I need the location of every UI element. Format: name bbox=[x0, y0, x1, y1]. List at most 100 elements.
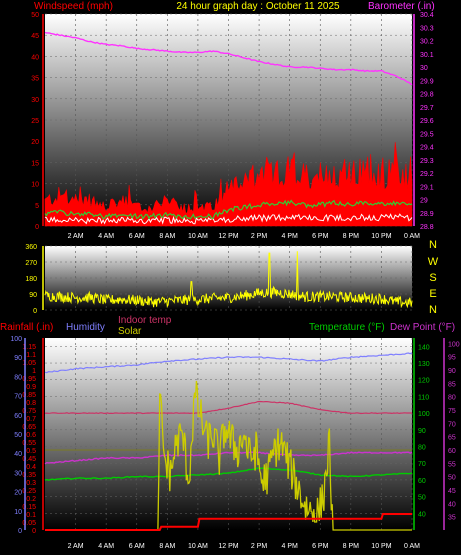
dew-y-tick-label: 80 bbox=[448, 395, 456, 402]
rain-y-tick-label: 0.85 bbox=[22, 392, 36, 399]
compass-w: W bbox=[428, 256, 439, 268]
temp-y-tick-label: 140 bbox=[418, 344, 430, 351]
temp-x-tick-label: 0 AM bbox=[404, 543, 420, 550]
wind-x-tick-label: 12 PM bbox=[218, 233, 238, 240]
rain-y-tick-label: 0.6 bbox=[26, 432, 36, 439]
humidity-y-tick-label: 50 bbox=[14, 432, 22, 439]
dew-y-tick-label: 40 bbox=[448, 501, 456, 508]
rain-y-tick-label: 0.7 bbox=[26, 416, 36, 423]
dew-y-tick-label: 75 bbox=[448, 408, 456, 415]
wind-x-tick-label: 10 PM bbox=[371, 233, 391, 240]
compass-e: E bbox=[429, 288, 436, 300]
dir-y-tick-label: 270 bbox=[25, 260, 37, 267]
baro-y-tick-label: 29.5 bbox=[420, 131, 434, 138]
rainfall-line bbox=[45, 513, 412, 531]
temp-y-tick-label: 50 bbox=[418, 495, 426, 502]
legend-humidity: Humidity bbox=[66, 322, 105, 333]
wind-direction-line bbox=[44, 251, 413, 309]
temp-y-tick-label: 70 bbox=[418, 461, 426, 468]
humidity-y-tick-label: 100 bbox=[10, 336, 22, 343]
dew-y-tick-label: 95 bbox=[448, 355, 456, 362]
wind-low-line bbox=[44, 213, 413, 225]
baro-y-tick-label: 29.7 bbox=[420, 105, 434, 112]
dew-y-tick-label: 45 bbox=[448, 488, 456, 495]
dew-y-tick-label: 60 bbox=[448, 448, 456, 455]
barometer-line bbox=[44, 31, 413, 86]
wind-y-tick-label: 0 bbox=[35, 224, 39, 231]
humidity-y-tick-label: 90 bbox=[14, 355, 22, 362]
wind-average-line bbox=[44, 199, 413, 220]
indoor-temp-line bbox=[44, 400, 412, 415]
dew-y-tick-label: 70 bbox=[448, 421, 456, 428]
rain-y-tick-label: 0.4 bbox=[26, 464, 36, 471]
wind-y-tick-label: 35 bbox=[31, 76, 39, 83]
baro-y-tick-label: 30.3 bbox=[420, 25, 434, 32]
temp-x-tick-label: 8 AM bbox=[159, 543, 175, 550]
baro-y-tick-label: 29.9 bbox=[420, 78, 434, 85]
wind-x-tick-label: 6 PM bbox=[312, 233, 329, 240]
dew-y-tick-label: 55 bbox=[448, 461, 456, 468]
humidity-y-tick-label: 10 bbox=[14, 509, 22, 516]
rain-y-tick-label: 0.75 bbox=[22, 408, 36, 415]
wind-x-tick-label: 8 PM bbox=[343, 233, 360, 240]
temp-x-tick-label: 4 AM bbox=[98, 543, 114, 550]
rain-y-tick-label: 1 bbox=[32, 368, 36, 375]
rain-y-tick-label: 1.15 bbox=[22, 344, 36, 351]
baro-y-tick-label: 30.1 bbox=[420, 52, 434, 59]
right-axis-title: Barometer (.in) bbox=[368, 1, 435, 12]
dew-y-tick-label: 90 bbox=[448, 368, 456, 375]
rain-y-tick-label: 0.65 bbox=[22, 424, 36, 431]
dir-y-tick-label: 0 bbox=[33, 308, 37, 315]
rain-y-tick-label: 1.05 bbox=[22, 360, 36, 367]
baro-y-tick-label: 29.8 bbox=[420, 92, 434, 99]
temp-y-tick-label: 130 bbox=[418, 361, 430, 368]
wind-y-tick-label: 30 bbox=[31, 97, 39, 104]
wind-x-tick-label: 0 AM bbox=[404, 233, 420, 240]
temp-y-tick-label: 40 bbox=[418, 511, 426, 518]
dew-y-tick-label: 35 bbox=[448, 515, 456, 522]
temp-y-tick-label: 90 bbox=[418, 428, 426, 435]
temp-y-tick-label: 100 bbox=[418, 411, 430, 418]
humidity-y-tick-label: 60 bbox=[14, 413, 22, 420]
dew-y-tick-label: 85 bbox=[448, 381, 456, 388]
rain-y-tick-label: 1.1 bbox=[26, 352, 36, 359]
dew-y-tick-label: 100 bbox=[448, 341, 460, 348]
baro-y-tick-label: 29.1 bbox=[420, 184, 434, 191]
baro-y-tick-label: 29 bbox=[420, 198, 428, 205]
temp-x-tick-label: 2 PM bbox=[251, 543, 268, 550]
compass-n-top: N bbox=[429, 239, 437, 251]
rain-y-tick-label: 0.25 bbox=[22, 488, 36, 495]
wind-x-tick-label: 4 AM bbox=[98, 233, 114, 240]
legend-rainfall: Rainfall (.in) bbox=[0, 322, 53, 333]
compass-n-bottom: N bbox=[429, 304, 437, 316]
temp-y-tick-label: 120 bbox=[418, 378, 430, 385]
left-axis-title: Windspeed (mph) bbox=[34, 1, 113, 12]
temp-x-tick-label: 4 PM bbox=[281, 543, 298, 550]
temp-y-tick-label: 110 bbox=[418, 394, 429, 401]
rain-y-tick-label: 0.95 bbox=[22, 376, 36, 383]
baro-y-tick-label: 28.9 bbox=[420, 211, 434, 218]
temp-x-tick-label: 2 AM bbox=[68, 543, 84, 550]
rain-y-tick-label: 0.5 bbox=[26, 448, 36, 455]
temp-x-tick-label: 12 PM bbox=[218, 543, 238, 550]
rain-y-tick-label: 0.15 bbox=[22, 504, 36, 511]
humidity-y-tick-label: 20 bbox=[14, 490, 22, 497]
wind-y-tick-label: 50 bbox=[31, 12, 39, 19]
wind-y-tick-label: 25 bbox=[31, 118, 39, 125]
baro-y-tick-label: 29.2 bbox=[420, 171, 434, 178]
baro-y-tick-label: 30.4 bbox=[420, 12, 434, 19]
rain-y-tick-label: 0.1 bbox=[26, 512, 36, 519]
wind-x-tick-label: 8 AM bbox=[159, 233, 175, 240]
legend-indoor-temp: Indoor temp bbox=[118, 315, 172, 326]
temp-y-tick-label: 60 bbox=[418, 478, 426, 485]
compass-s: S bbox=[429, 272, 436, 284]
chart-title: 24 hour graph day : October 11 2025 bbox=[176, 1, 340, 12]
wind-x-tick-label: 2 AM bbox=[68, 233, 84, 240]
wind-y-tick-label: 15 bbox=[31, 160, 39, 167]
temp-x-tick-label: 6 AM bbox=[129, 543, 145, 550]
wind-y-tick-label: 45 bbox=[31, 33, 39, 40]
rain-y-tick-label: 0.35 bbox=[22, 472, 36, 479]
temperature-line bbox=[44, 467, 413, 481]
humidity-y-tick-label: 40 bbox=[14, 451, 22, 458]
baro-y-tick-label: 28.8 bbox=[420, 224, 434, 231]
